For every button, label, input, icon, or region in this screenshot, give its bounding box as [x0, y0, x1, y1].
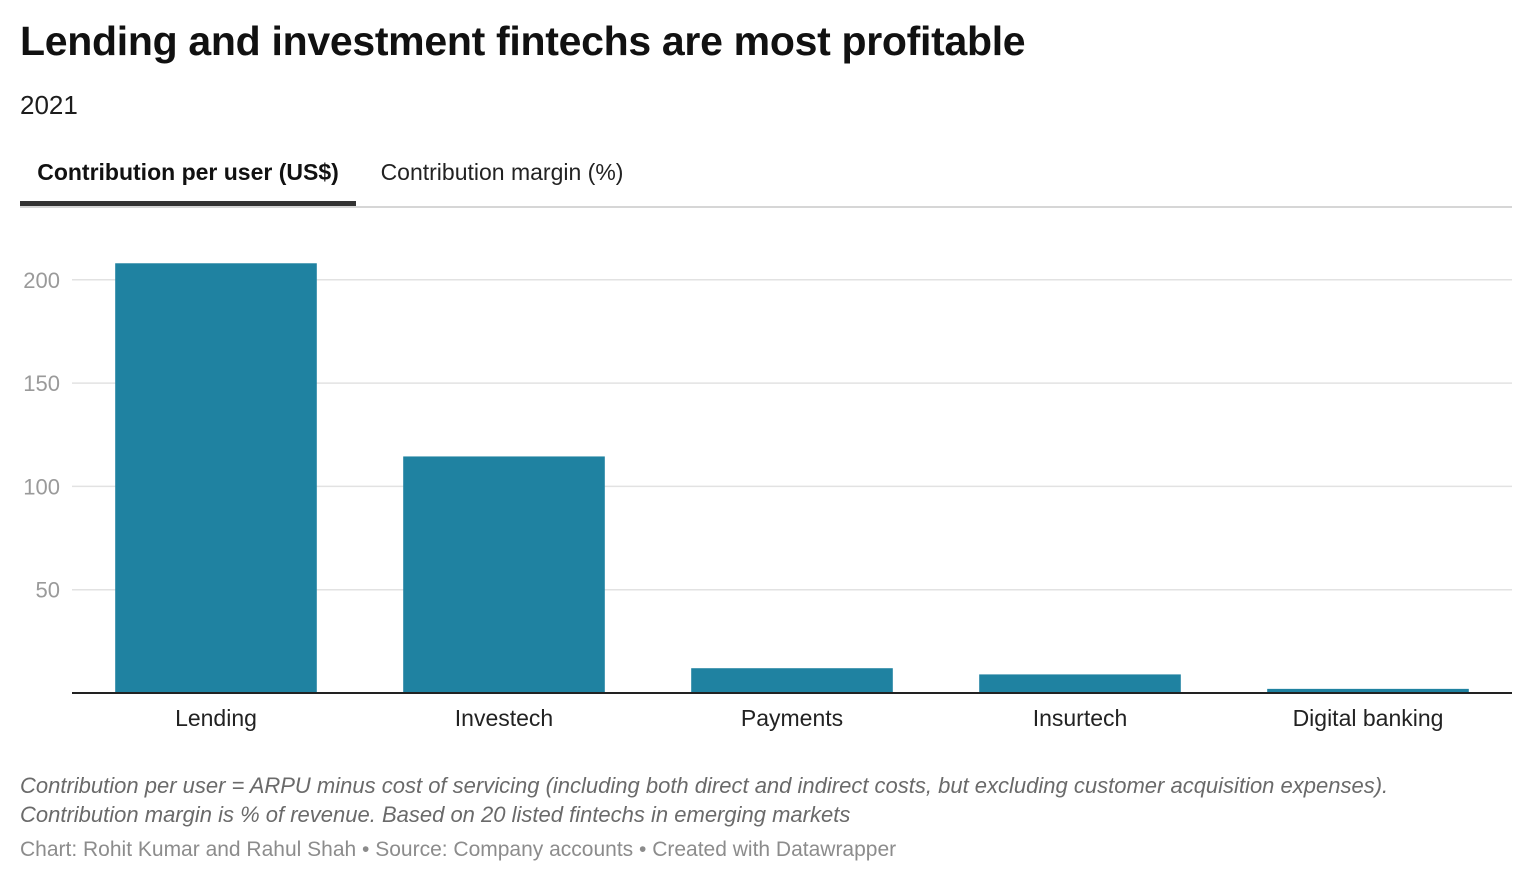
chart-notes: Contribution per user = ARPU minus cost … — [20, 771, 1510, 829]
x-category-label: Insurtech — [1033, 705, 1128, 731]
chart-subtitle: 2021 — [20, 90, 78, 120]
note-line-1: Contribution per user = ARPU minus cost … — [20, 773, 1389, 798]
bar — [691, 668, 893, 693]
bar-chart: 50 100 150 200 Lending Investech Payments Insur… — [23, 263, 1512, 731]
bar — [1267, 688, 1469, 693]
note-line-2: Contribution margin is % of revenue. Bas… — [20, 802, 851, 827]
tab-bar: Contribution per user (US$) Contribution… — [20, 150, 1512, 208]
bar — [403, 456, 605, 693]
y-tick-label: 50 — [36, 578, 60, 603]
y-tick-label: 100 — [23, 474, 60, 499]
bar — [115, 263, 317, 693]
y-tick-label: 200 — [23, 268, 60, 293]
chart-credit: Chart: Rohit Kumar and Rahul Shah • Sour… — [20, 838, 897, 861]
tab-contribution-margin[interactable]: Contribution margin (%) — [380, 159, 624, 185]
tab-contribution-per-user[interactable]: Contribution per user (US$) — [20, 150, 356, 206]
x-category-label: Payments — [741, 705, 843, 731]
chart-title: Lending and investment fintechs are most… — [20, 18, 1026, 64]
x-category-label: Lending — [175, 705, 257, 731]
bar — [979, 674, 1181, 693]
y-tick-label: 150 — [23, 371, 60, 396]
x-category-label: Investech — [455, 705, 553, 731]
x-category-label: Digital banking — [1293, 705, 1444, 731]
